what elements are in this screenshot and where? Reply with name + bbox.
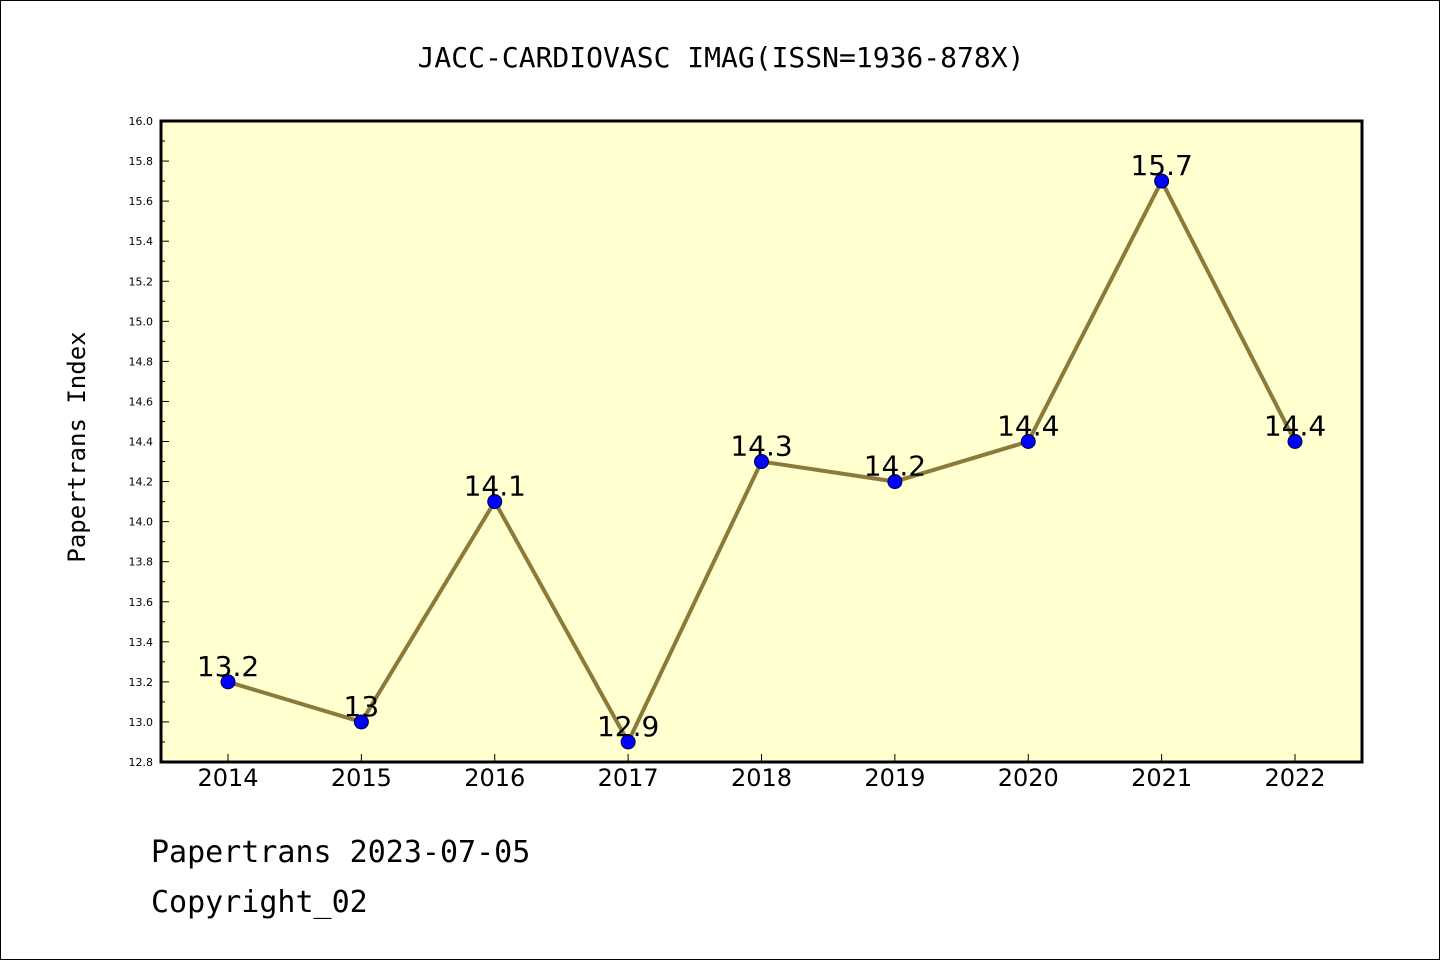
y-tick-label: 14.0 <box>129 516 154 529</box>
x-tick-label: 2021 <box>1131 764 1192 792</box>
y-tick-label: 14.2 <box>129 476 154 489</box>
y-tick-label: 13.2 <box>129 676 154 689</box>
data-point <box>220 674 236 690</box>
y-tick-label: 14.6 <box>129 395 154 408</box>
data-label: 13.2 <box>197 650 259 683</box>
data-label: 14.2 <box>864 450 926 483</box>
plot-area <box>159 119 1364 764</box>
x-tick-label: 2017 <box>598 764 659 792</box>
data-point <box>887 474 903 490</box>
y-tick-label: 12.8 <box>129 756 154 769</box>
data-point <box>1020 434 1036 449</box>
footer-date-text: Papertrans 2023-07-05 <box>151 835 531 870</box>
y-tick-label: 13.4 <box>129 636 154 649</box>
footer-copyright-text: Copyright_02 <box>151 885 368 920</box>
data-point <box>1287 434 1303 449</box>
y-tick-label: 15.8 <box>129 155 154 168</box>
data-point <box>487 494 503 510</box>
x-tick-label: 2014 <box>197 764 258 792</box>
y-tick-label: 15.4 <box>129 235 154 248</box>
data-label: 14.3 <box>730 430 792 463</box>
y-tick-label: 13.6 <box>129 596 154 609</box>
y-tick-label: 13.8 <box>129 556 154 569</box>
series-line-group <box>220 173 1303 750</box>
y-tick-label: 16.0 <box>129 115 154 128</box>
y-tick-label: 15.6 <box>129 195 154 208</box>
x-tick-label: 2022 <box>1264 764 1325 792</box>
chart-title: JACC-CARDIOVASC IMAG(ISSN=1936-878X) <box>418 41 1025 74</box>
y-tick-label: 14.4 <box>129 436 154 449</box>
y-tick-label: 15.2 <box>129 275 154 288</box>
x-tick-label: 2016 <box>464 764 525 792</box>
y-tick-label: 15.0 <box>129 315 154 328</box>
x-tick-label: 2019 <box>864 764 925 792</box>
y-axis-label: Papertrans Index <box>63 331 91 562</box>
y-tick-label: 14.8 <box>129 355 154 368</box>
data-labels-group: 13.2 13 14.1 12.9 14.3 14.2 14.4 15.7 14.4 <box>197 149 1326 743</box>
data-label: 15.7 <box>1130 149 1192 182</box>
y-axis-ticks: 12.8 13.0 13.2 13.4 13.6 13.8 14.0 14.2 14.4 14.6… <box>129 115 169 769</box>
x-axis-ticks: 2014 2015 2016 2017 2018 2019 2020 2021 2022 <box>197 754 1326 792</box>
data-point <box>1154 173 1170 189</box>
data-point <box>754 454 769 470</box>
data-label: 14.4 <box>997 410 1059 443</box>
data-point <box>353 714 369 730</box>
y-tick-label: 13.0 <box>129 716 154 729</box>
data-label: 12.9 <box>597 710 659 743</box>
x-tick-label: 2015 <box>331 764 392 792</box>
data-point <box>620 734 636 750</box>
data-label: 14.1 <box>464 470 526 503</box>
x-tick-label: 2020 <box>998 764 1059 792</box>
x-tick-label: 2018 <box>731 764 792 792</box>
data-label: 14.4 <box>1264 410 1326 443</box>
data-label: 13 <box>344 690 380 723</box>
